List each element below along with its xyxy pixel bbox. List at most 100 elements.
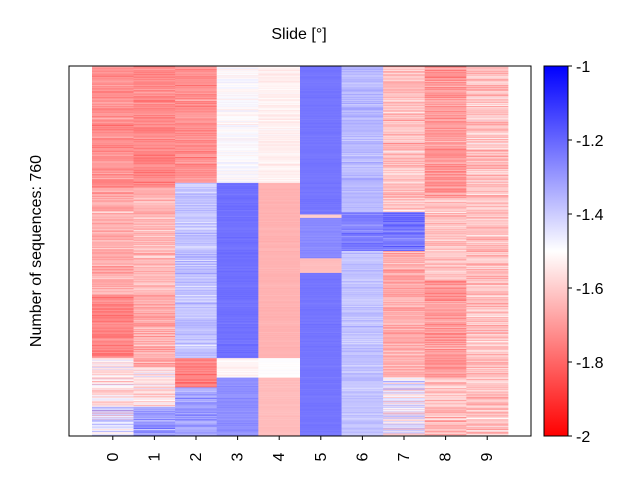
heatmap-cell xyxy=(258,113,301,115)
heatmap-cell xyxy=(175,112,218,114)
heatmap-cell xyxy=(175,91,218,93)
heatmap-cell xyxy=(133,206,176,208)
heatmap-cell xyxy=(216,107,259,109)
heatmap-cell xyxy=(175,124,218,126)
heatmap-cell xyxy=(258,283,301,285)
heatmap-cell xyxy=(341,106,384,108)
heatmap-cell xyxy=(92,81,134,83)
heatmap-cell xyxy=(258,375,301,376)
heatmap-cell xyxy=(341,132,384,134)
heatmap-cell xyxy=(92,128,134,130)
heatmap-cell xyxy=(216,79,259,80)
heatmap-cell xyxy=(300,123,342,125)
heatmap-cell xyxy=(175,360,218,362)
heatmap-cell xyxy=(133,325,176,326)
heatmap-cell xyxy=(300,130,342,132)
heatmap-cell xyxy=(92,97,134,99)
heatmap-cell xyxy=(175,359,218,360)
heatmap-cell xyxy=(300,322,342,324)
heatmap-cell xyxy=(175,173,218,175)
heatmap-cell xyxy=(258,432,301,434)
heatmap-cell xyxy=(92,196,134,198)
heatmap-cell xyxy=(216,142,259,144)
heatmap-cell xyxy=(92,164,134,166)
heatmap-cell xyxy=(341,195,384,197)
heatmap-cell xyxy=(300,85,342,87)
heatmap-cell xyxy=(175,176,218,178)
heatmap-cell xyxy=(175,113,218,115)
heatmap-cell xyxy=(341,262,384,264)
heatmap-cell xyxy=(341,140,384,142)
heatmap-cell xyxy=(216,343,259,345)
heatmap-cell xyxy=(216,279,259,281)
heatmap-cell xyxy=(216,404,259,406)
heatmap-cell xyxy=(300,411,342,413)
heatmap-cell xyxy=(341,140,384,141)
heatmap-cell xyxy=(175,119,218,121)
heatmap-cell xyxy=(175,264,218,266)
heatmap-cell xyxy=(216,360,259,361)
heatmap-cell xyxy=(341,123,384,125)
heatmap-cell xyxy=(216,108,259,110)
heatmap-cell xyxy=(92,181,134,183)
heatmap-cell xyxy=(258,225,301,227)
heatmap-cell xyxy=(258,115,301,117)
heatmap-cell xyxy=(133,211,176,212)
heatmap-cell xyxy=(300,132,342,134)
heatmap-cell xyxy=(92,348,134,350)
heatmap-cell xyxy=(92,120,134,122)
heatmap-cell xyxy=(258,146,301,148)
heatmap-cell xyxy=(300,391,342,393)
heatmap-cell xyxy=(300,382,342,384)
heatmap-cell xyxy=(133,334,176,336)
heatmap-cell xyxy=(175,138,218,140)
heatmap-cell xyxy=(133,116,176,118)
heatmap-cell xyxy=(133,391,176,393)
heatmap-cell xyxy=(175,97,218,98)
heatmap-cell xyxy=(92,226,134,228)
heatmap-cell xyxy=(92,243,134,245)
heatmap-cell xyxy=(216,316,259,318)
heatmap-cell xyxy=(175,431,218,432)
heatmap-cell xyxy=(133,368,176,370)
heatmap-cell xyxy=(175,382,218,384)
heatmap-cell xyxy=(216,293,259,295)
heatmap-cell xyxy=(133,90,176,92)
heatmap-cell xyxy=(216,433,259,435)
heatmap-cell xyxy=(133,334,176,336)
heatmap-cell xyxy=(341,178,384,180)
heatmap-cell xyxy=(133,80,176,81)
heatmap-cell xyxy=(216,287,259,289)
heatmap-cell xyxy=(216,80,259,82)
heatmap-cell xyxy=(300,407,342,409)
heatmap-cell xyxy=(175,272,218,274)
heatmap-cell xyxy=(133,107,176,109)
heatmap-cell xyxy=(175,305,218,306)
heatmap-cell xyxy=(175,185,218,187)
heatmap-cell xyxy=(175,226,218,228)
heatmap-cell xyxy=(300,396,342,398)
heatmap-cell xyxy=(300,418,342,420)
heatmap-cell xyxy=(216,368,259,370)
heatmap-cell xyxy=(175,147,218,149)
heatmap-cell xyxy=(92,83,134,85)
heatmap-cell xyxy=(258,81,301,83)
heatmap-cell xyxy=(258,399,301,400)
heatmap-cell xyxy=(216,338,259,339)
heatmap-cell xyxy=(133,96,176,98)
heatmap-cell xyxy=(133,267,176,269)
heatmap-cell xyxy=(341,195,384,196)
heatmap-cell xyxy=(92,296,134,298)
heatmap-cell xyxy=(258,292,301,294)
heatmap-cell xyxy=(258,332,301,334)
heatmap-cell xyxy=(216,199,259,201)
heatmap-cell xyxy=(92,399,134,400)
heatmap-cell xyxy=(175,337,218,339)
heatmap-cell xyxy=(92,326,134,328)
heatmap-cell xyxy=(216,85,259,87)
heatmap-cell xyxy=(258,141,301,143)
heatmap-cell xyxy=(216,407,259,409)
heatmap-cell xyxy=(133,148,176,150)
heatmap-cell xyxy=(175,162,218,164)
heatmap-cell xyxy=(133,405,176,407)
